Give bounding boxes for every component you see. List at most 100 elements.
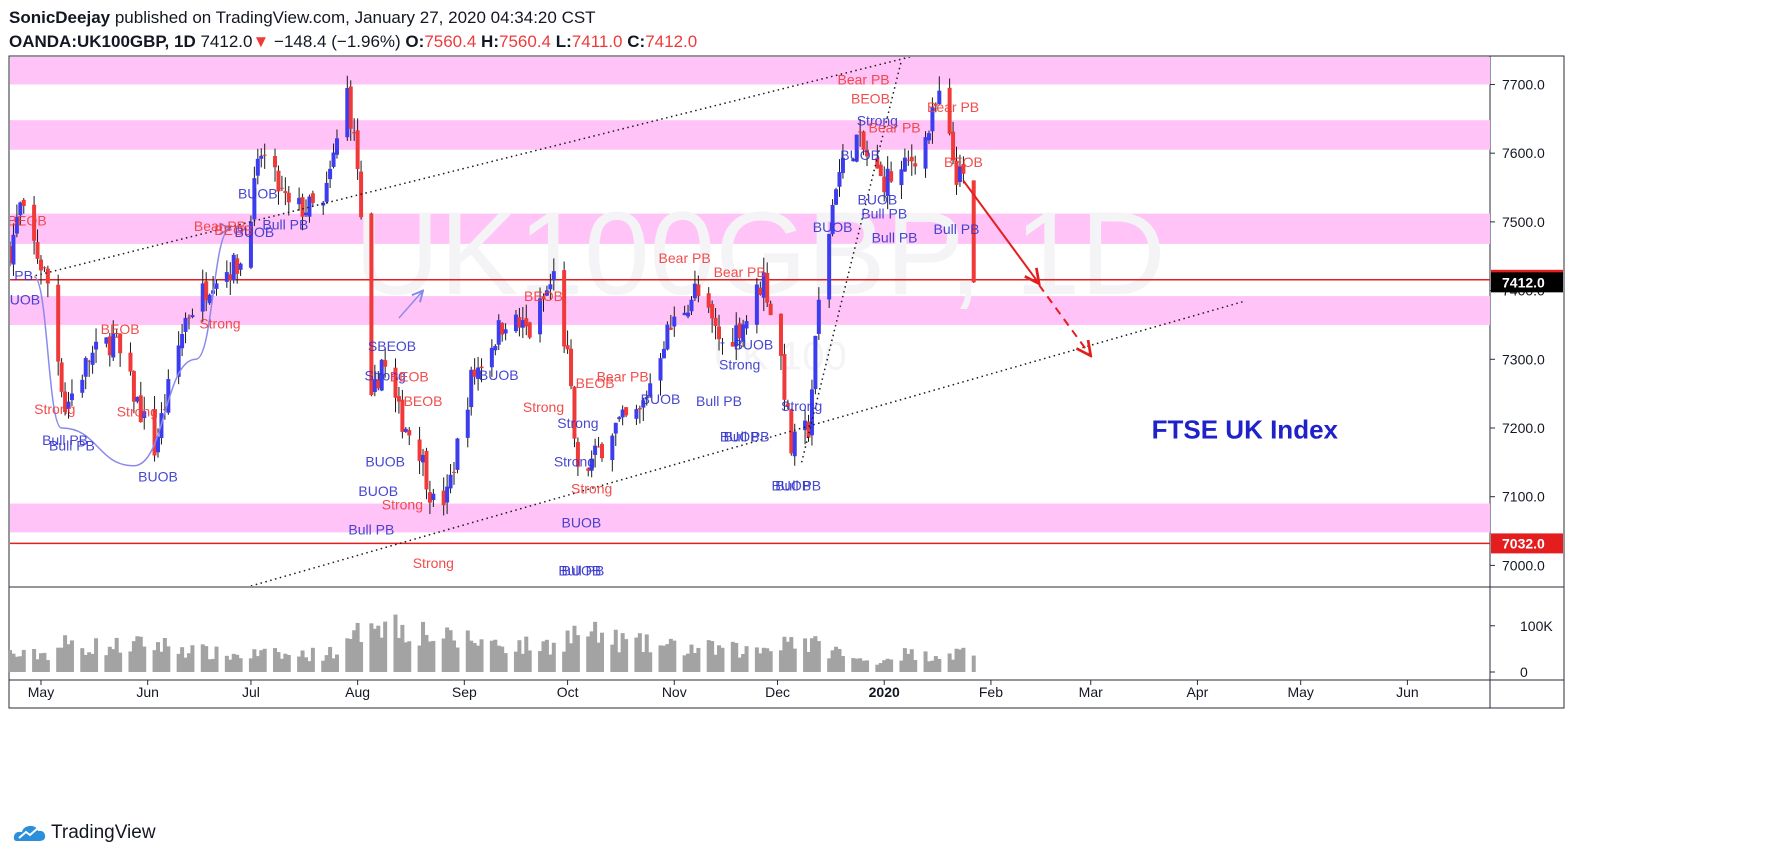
- x-tick-label: Aug: [345, 684, 370, 700]
- projection-arrow-dashed: [1038, 284, 1091, 356]
- pattern-label: Bull PB: [724, 429, 770, 445]
- volume-bar: [575, 635, 580, 672]
- candle-body: [906, 159, 911, 161]
- candle-body: [345, 88, 350, 138]
- candle-body: [713, 317, 718, 326]
- volume-bar: [909, 649, 914, 672]
- candle-body: [496, 320, 501, 345]
- volume-bar: [562, 651, 567, 672]
- volume-bar: [248, 658, 253, 672]
- candle-body: [152, 409, 157, 456]
- chart-header: SonicDeejay published on TradingView.com…: [9, 6, 697, 54]
- price-label: 7032.0: [1502, 535, 1545, 551]
- candle-body: [926, 133, 931, 141]
- volume-bar: [882, 660, 887, 672]
- candle-body: [954, 160, 959, 185]
- volume-bar: [761, 647, 766, 672]
- volume-bar: [741, 653, 746, 672]
- candle-body: [183, 317, 188, 332]
- price-change: −148.4 (−1.96%): [274, 32, 401, 51]
- volume-bar: [310, 647, 315, 672]
- volume-bar: [913, 659, 918, 672]
- candle-body: [200, 283, 205, 312]
- volume-bar: [902, 648, 907, 672]
- x-tick-label: Dec: [765, 684, 790, 700]
- volume-bar: [813, 636, 818, 672]
- candle-body: [417, 439, 422, 461]
- candle-body: [816, 299, 821, 334]
- volume-bar: [138, 636, 143, 672]
- volume-bar: [809, 638, 814, 672]
- volume-bar: [792, 648, 797, 672]
- candle-body: [741, 324, 746, 342]
- volume-bar: [359, 642, 364, 672]
- low-label: L:: [555, 32, 572, 51]
- candle-body: [682, 312, 687, 316]
- volume-bar: [427, 641, 432, 672]
- candle-body: [214, 283, 219, 289]
- candle-body: [21, 199, 26, 206]
- volume-tick-label: 100K: [1520, 618, 1553, 634]
- volume-bar: [906, 653, 911, 672]
- price-label-box: [1491, 533, 1563, 554]
- volume-bar: [720, 647, 725, 672]
- candle-body: [90, 352, 95, 365]
- volume-bar: [696, 647, 701, 672]
- pattern-curve: [33, 229, 230, 467]
- volume-bar: [200, 644, 205, 672]
- volume-bar: [18, 656, 23, 672]
- candle-body: [541, 296, 546, 300]
- candle-body: [180, 334, 185, 349]
- supply-demand-zone: [10, 213, 1490, 244]
- volume-bar: [66, 644, 71, 672]
- candle-body: [758, 287, 763, 296]
- pattern-label: Bear PB: [659, 250, 711, 266]
- volume-bar: [589, 631, 594, 672]
- volume-bar: [45, 660, 50, 672]
- candle-body: [431, 493, 436, 501]
- candle-body: [778, 313, 783, 356]
- x-tick-label: May: [1287, 684, 1313, 700]
- candle-body: [785, 403, 790, 407]
- volume-bar: [262, 648, 267, 672]
- supply-demand-zone: [10, 57, 1490, 85]
- candle-body: [297, 197, 302, 205]
- pattern-label: Strong: [571, 480, 612, 496]
- candle-body: [610, 435, 615, 461]
- candle-body: [252, 178, 257, 220]
- pattern-label: Bull PB: [348, 521, 394, 537]
- volume-bar: [758, 653, 763, 672]
- pattern-label: BUOB: [365, 453, 405, 469]
- close-value: 7412.0: [645, 32, 698, 51]
- volume-bar: [176, 653, 181, 672]
- candle-body: [813, 335, 818, 390]
- candle-body: [947, 87, 952, 134]
- volume-bar: [878, 663, 883, 672]
- candle-body: [538, 298, 543, 335]
- footer: TradingView: [9, 820, 156, 846]
- volume-bar: [737, 657, 742, 672]
- candle-body: [562, 270, 567, 347]
- candle-body: [527, 322, 532, 338]
- pattern-label: Strong: [557, 415, 598, 431]
- candle-body: [334, 138, 339, 155]
- x-tick-label: Mar: [1079, 684, 1103, 700]
- volume-bar: [782, 636, 787, 672]
- brand-name[interactable]: TradingView: [51, 822, 156, 843]
- volume-bar: [785, 641, 790, 672]
- candle-body: [59, 362, 64, 392]
- volume-bar: [159, 651, 164, 672]
- volume-bar: [544, 639, 549, 672]
- candle-body: [348, 86, 353, 129]
- author-name[interactable]: SonicDeejay: [9, 8, 111, 27]
- y-tick-label: 7300.0: [1502, 351, 1545, 367]
- pattern-label: Strong: [199, 315, 240, 331]
- candle-body: [957, 165, 962, 182]
- volume-bar: [668, 638, 673, 672]
- volume-bar: [235, 654, 240, 672]
- candle-body: [427, 492, 432, 503]
- candle-body: [765, 272, 770, 303]
- open-label: O:: [405, 32, 425, 51]
- pattern-label: BUOB: [238, 186, 278, 202]
